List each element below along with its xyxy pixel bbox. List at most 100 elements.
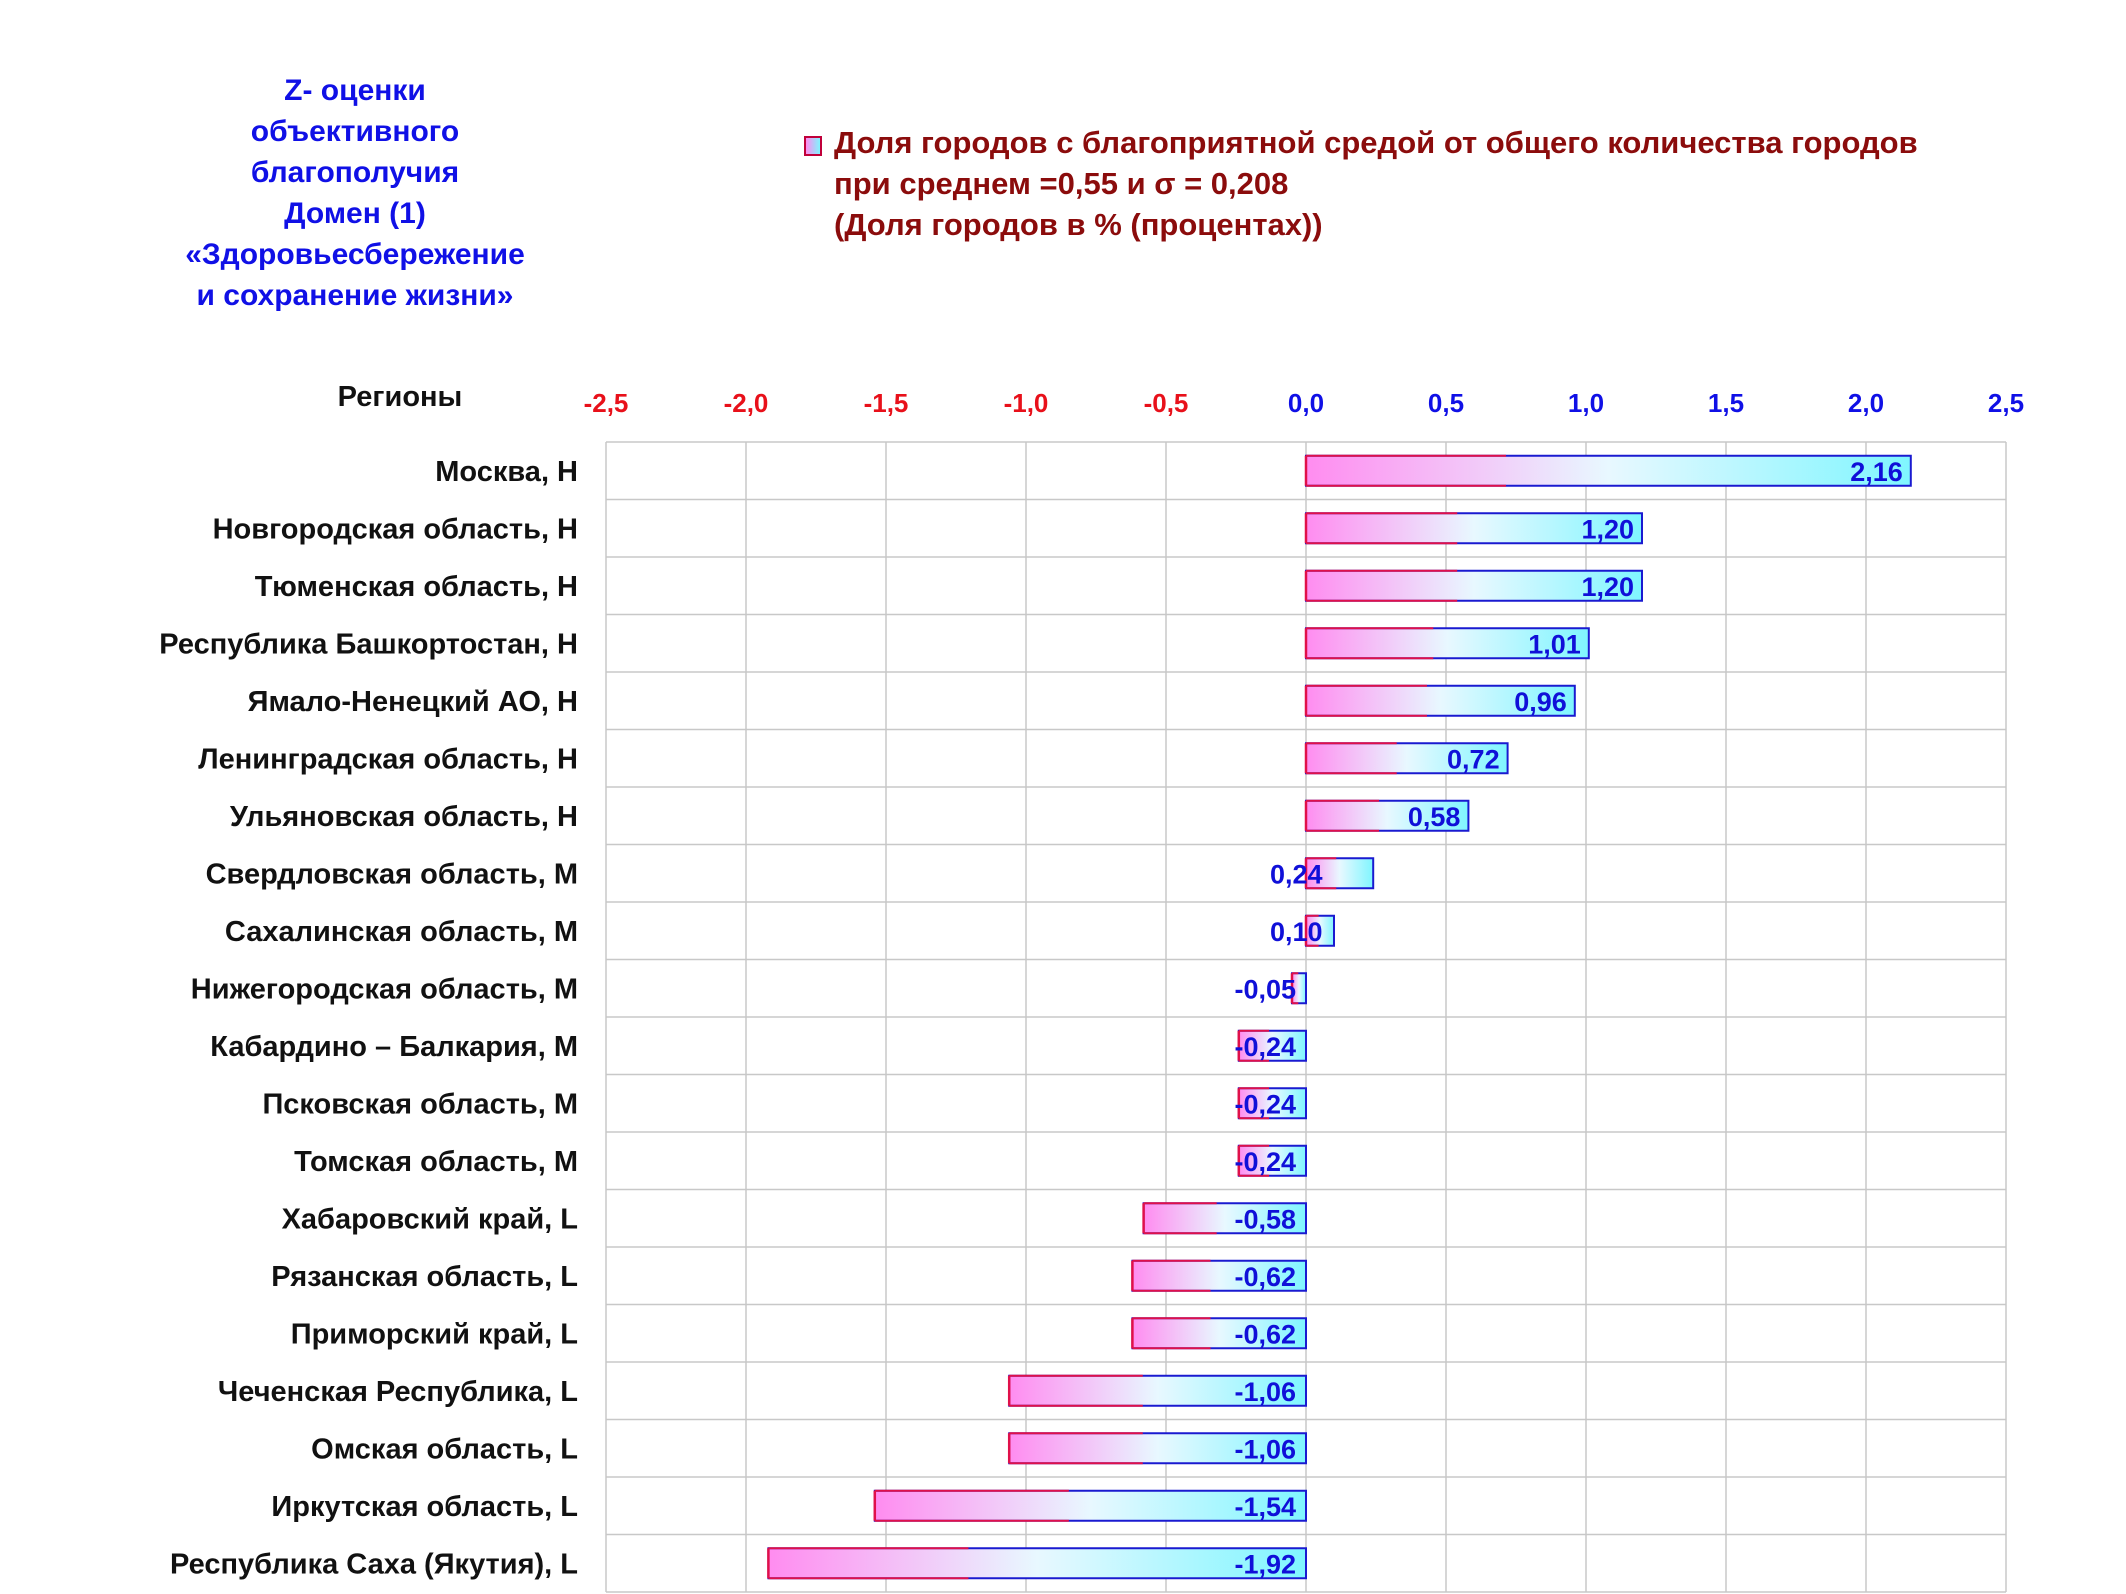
bar bbox=[1304, 914, 1335, 947]
value-label: -0,24 bbox=[1234, 1147, 1296, 1177]
value-label: -1,06 bbox=[1234, 1377, 1296, 1407]
bar-rect bbox=[1305, 742, 1509, 775]
bar bbox=[1304, 627, 1590, 660]
category-label: Республика Башкортостан, Н bbox=[159, 628, 578, 660]
bar-rect bbox=[1305, 569, 1643, 602]
bar-rect bbox=[1237, 1087, 1308, 1120]
legend-line: при среднем =0,55 и σ = 0,208 bbox=[834, 166, 1289, 201]
bar-rect bbox=[1305, 857, 1375, 890]
category-label: Свердловская область, М bbox=[206, 858, 578, 890]
category-label: Тюменская область, Н bbox=[255, 571, 578, 603]
bar-rect bbox=[1131, 1317, 1308, 1350]
bar bbox=[1237, 1029, 1308, 1062]
category-label: Новгородская область, Н bbox=[213, 513, 578, 545]
bar bbox=[873, 1489, 1307, 1522]
value-label: -0,24 bbox=[1234, 1089, 1296, 1119]
bar-rect bbox=[1237, 1144, 1308, 1177]
legend-line: (Доля городов в % (процентах)) bbox=[834, 207, 1323, 242]
category-label: Ленинградская область, Н bbox=[198, 743, 578, 775]
value-label: -1,06 bbox=[1234, 1434, 1296, 1464]
legend-text: Доля городов с благоприятной средой от о… bbox=[834, 122, 1918, 245]
bar bbox=[1131, 1259, 1308, 1292]
x-tick-label: 0,0 bbox=[1288, 388, 1324, 418]
bar bbox=[1237, 1087, 1308, 1120]
category-label: Хабаровский край, L bbox=[282, 1203, 578, 1235]
bar bbox=[767, 1547, 1307, 1580]
bar bbox=[1131, 1317, 1308, 1350]
category-label: Ульяновская область, Н bbox=[230, 801, 578, 833]
category-label: Чеченская Республика, L bbox=[218, 1376, 578, 1408]
title-line: благополучия bbox=[250, 156, 460, 189]
x-tick-label: 1,0 bbox=[1568, 388, 1604, 418]
title-line: Домен (1) bbox=[284, 197, 426, 230]
category-label: Рязанская область, L bbox=[271, 1261, 578, 1293]
value-label: 0,58 bbox=[1408, 802, 1461, 832]
x-tick-label: -1,5 bbox=[864, 388, 909, 418]
bar-rect bbox=[1008, 1374, 1307, 1407]
bars bbox=[767, 454, 1912, 1580]
bar bbox=[1304, 742, 1509, 775]
value-label: 1,01 bbox=[1528, 629, 1581, 659]
title-line: Z- оценки bbox=[284, 74, 426, 107]
bar bbox=[1007, 1374, 1307, 1407]
bar bbox=[1304, 569, 1643, 602]
bar-rect bbox=[1305, 627, 1590, 660]
category-axis-label: Регионы bbox=[338, 381, 463, 413]
bar-rect bbox=[1142, 1202, 1307, 1235]
bar-rect bbox=[1305, 684, 1576, 717]
category-label: Сахалинская область, М bbox=[225, 916, 578, 948]
bar-rect bbox=[1008, 1432, 1307, 1465]
x-tick-label: 0,5 bbox=[1428, 388, 1464, 418]
bar bbox=[1237, 1144, 1308, 1177]
category-label: Томская область, М bbox=[294, 1146, 578, 1178]
category-label: Нижегородская область, М bbox=[191, 973, 578, 1005]
value-label: 0,10 bbox=[1270, 917, 1323, 947]
value-label: 1,20 bbox=[1581, 572, 1634, 602]
legend-swatch bbox=[804, 136, 822, 156]
value-label: -1,54 bbox=[1234, 1492, 1296, 1522]
value-label: 2,16 bbox=[1850, 457, 1903, 487]
x-tick-label: -2,5 bbox=[584, 388, 629, 418]
bar bbox=[1304, 512, 1643, 545]
x-tick-label: 2,5 bbox=[1988, 388, 2024, 418]
category-label: Омская область, L bbox=[311, 1433, 578, 1465]
category-axis: Регионы Москва, Н Новгородская область, Н… bbox=[159, 381, 578, 1580]
category-label: Иркутская область, L bbox=[271, 1491, 578, 1523]
value-labels: 2,161,201,201,010,960,720,580,240,10-0,0… bbox=[1234, 457, 1902, 1580]
category-label: Москва, Н bbox=[435, 456, 578, 488]
value-label: -1,92 bbox=[1234, 1549, 1296, 1579]
chart-title: Z- оценки объективного благополучия Доме… bbox=[145, 70, 565, 316]
category-label: Приморский край, L bbox=[291, 1318, 578, 1350]
value-label: -0,62 bbox=[1234, 1319, 1296, 1349]
x-tick-label: -1,0 bbox=[1004, 388, 1049, 418]
x-tick-label: -0,5 bbox=[1144, 388, 1189, 418]
bar bbox=[1304, 684, 1576, 717]
title-line: объективного bbox=[250, 115, 460, 148]
bar bbox=[1290, 972, 1307, 1005]
bar bbox=[1304, 799, 1470, 832]
value-label: -0,58 bbox=[1234, 1204, 1296, 1234]
bar bbox=[1007, 1432, 1307, 1465]
category-label: Ямало-Ненецкий АО, Н bbox=[248, 686, 578, 718]
category-label: Кабардино – Балкария, М bbox=[210, 1031, 578, 1063]
value-label: 1,20 bbox=[1581, 514, 1634, 544]
x-axis: -2,5 -2,0 -1,5 -1,0 -0,5 0,0 0,5 1,0 1,5 2,0 2,5 bbox=[584, 388, 2024, 418]
bar-rect bbox=[1305, 454, 1912, 487]
x-tick-label: 2,0 bbox=[1848, 388, 1884, 418]
bar bbox=[1304, 857, 1375, 890]
bar bbox=[1304, 454, 1912, 487]
value-label: 0,96 bbox=[1514, 687, 1567, 717]
bar-rect bbox=[1305, 799, 1470, 832]
bar-rect bbox=[767, 1547, 1307, 1580]
bar-rect bbox=[1131, 1259, 1308, 1292]
category-label: Республика Саха (Якутия), L bbox=[170, 1548, 578, 1580]
x-tick-label: -2,0 bbox=[724, 388, 769, 418]
title-line: «Здоровьесбережение bbox=[185, 238, 525, 271]
category-label: Псковская область, М bbox=[262, 1088, 578, 1120]
value-label: 0,72 bbox=[1447, 744, 1500, 774]
x-tick-label: 1,5 bbox=[1708, 388, 1744, 418]
grid bbox=[605, 441, 2007, 1593]
value-label: -0,24 bbox=[1234, 1032, 1296, 1062]
title-line: и сохранение жизни» bbox=[196, 279, 514, 312]
